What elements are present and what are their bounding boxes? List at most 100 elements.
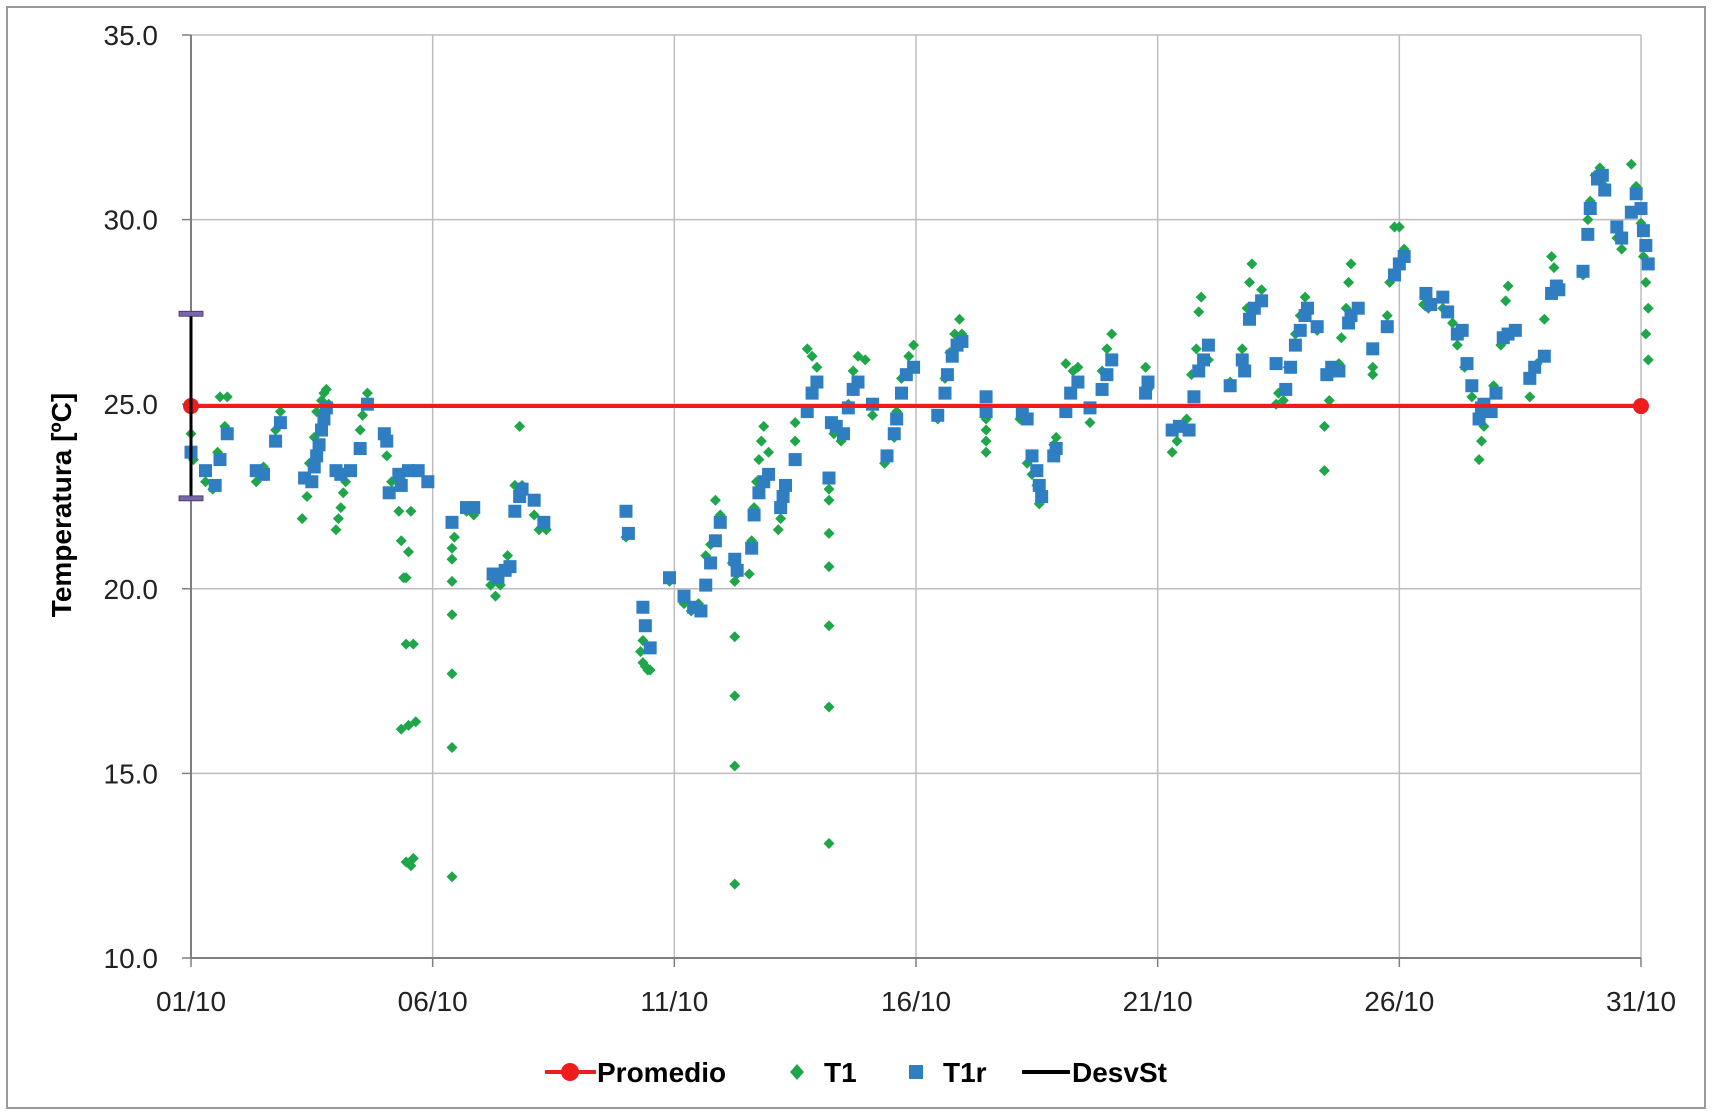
x-tick-labels: 01/10 06/10 11/10 16/10 21/10 26/10 31/10 <box>156 986 1676 1017</box>
t1r-point <box>1489 386 1503 400</box>
t1-point <box>335 502 347 514</box>
t1r-point <box>895 386 908 400</box>
x-tick-label: 31/10 <box>1606 986 1676 1017</box>
t1-point <box>823 483 835 495</box>
t1r-point <box>1424 298 1438 312</box>
t1-point <box>729 631 741 643</box>
t1-point <box>729 878 741 890</box>
x-tick-label: 26/10 <box>1364 986 1434 1017</box>
promedio-marker <box>1633 398 1649 415</box>
t1-point <box>1195 291 1207 303</box>
t1r-point <box>730 563 744 577</box>
t1-point <box>446 871 458 883</box>
t1-point <box>1616 243 1628 255</box>
t1-point <box>1101 343 1113 355</box>
t1r-point <box>1636 224 1650 238</box>
t1-point <box>446 609 458 621</box>
t1r-point <box>1639 238 1653 252</box>
t1r-point <box>677 589 691 603</box>
t1r-point <box>445 515 459 529</box>
x-tick-label: 01/10 <box>156 986 226 1017</box>
t1r-point <box>837 427 850 441</box>
t1r-point <box>704 556 718 570</box>
t1-point <box>1381 310 1393 322</box>
legend-item-desvst: DesvSt <box>1022 1057 1167 1088</box>
t1r-point <box>269 434 283 448</box>
t1r-point <box>938 386 952 400</box>
t1-point <box>1524 391 1536 403</box>
t1r-point <box>1293 323 1307 337</box>
legend-item-t1r: T1r <box>909 1057 987 1088</box>
t1r-point <box>643 641 657 655</box>
y-tick-label: 30.0 <box>104 205 159 236</box>
t1-point <box>1625 158 1637 170</box>
t1-point <box>446 542 458 554</box>
t1-point <box>908 339 920 351</box>
t1-point <box>758 420 770 432</box>
t1r-point <box>1528 360 1542 374</box>
t1r-point <box>1100 368 1114 382</box>
t1r-point <box>1182 423 1196 437</box>
t1-point <box>221 391 233 403</box>
t1r-point <box>503 560 517 574</box>
t1-point <box>1343 276 1355 288</box>
t1-point <box>1318 465 1330 477</box>
t1r-point <box>315 423 328 437</box>
t1r-point <box>1581 227 1595 241</box>
t1-point <box>446 575 458 587</box>
t1r-point <box>467 501 481 515</box>
y-tick-label: 20.0 <box>104 574 159 605</box>
t1-point <box>332 513 344 525</box>
t1-point <box>514 420 526 432</box>
t1r-point <box>1419 286 1433 300</box>
t1r-point <box>1484 405 1498 419</box>
t1r-point <box>1436 290 1450 304</box>
t1r-point <box>1332 364 1346 378</box>
chart-frame <box>6 6 1706 1109</box>
t1-point <box>403 546 414 558</box>
t1r-point <box>752 486 766 500</box>
t1r-point <box>907 360 921 374</box>
t1-point <box>320 383 332 395</box>
t1r-point <box>515 482 529 496</box>
t1r-point <box>979 405 993 419</box>
t1r-point <box>1397 250 1411 264</box>
t1-point <box>823 838 835 850</box>
t1r-point <box>1030 464 1044 478</box>
t1r-point <box>694 604 708 618</box>
t1-point <box>448 531 460 543</box>
x-tick-label: 16/10 <box>881 986 951 1017</box>
t1r-point <box>979 390 993 404</box>
t1r-point <box>851 375 865 389</box>
t1r-point <box>411 464 425 478</box>
t1r-point <box>931 408 945 422</box>
t1r-point <box>1465 379 1479 393</box>
t1-point <box>644 664 656 676</box>
t1r-point <box>1455 323 1469 337</box>
t1-point <box>446 553 458 565</box>
t1r-point <box>382 486 396 500</box>
t1r-point <box>1615 231 1629 245</box>
t1-point <box>709 494 721 506</box>
t1-point <box>1084 417 1096 429</box>
t1-point <box>1546 251 1558 263</box>
t1r-point <box>1310 320 1324 334</box>
t1-point <box>1367 361 1379 373</box>
grid-lines <box>190 34 1642 959</box>
t1r-point <box>1192 364 1206 378</box>
t1-point <box>867 409 878 421</box>
t1r-point <box>776 490 790 503</box>
t1r-point <box>1032 478 1046 492</box>
y-tick-label: 10.0 <box>104 943 159 974</box>
t1r-point <box>1243 312 1256 326</box>
t1-point <box>1072 361 1084 373</box>
t1-point <box>214 391 226 403</box>
t1r-point <box>1095 382 1109 396</box>
t1r-point <box>779 478 792 492</box>
t1r-point <box>380 434 394 448</box>
t1-point <box>1335 332 1347 344</box>
t1r-point <box>1141 375 1155 389</box>
t1-point <box>980 424 992 436</box>
t1-point <box>1060 358 1072 370</box>
t1-point <box>980 435 992 447</box>
